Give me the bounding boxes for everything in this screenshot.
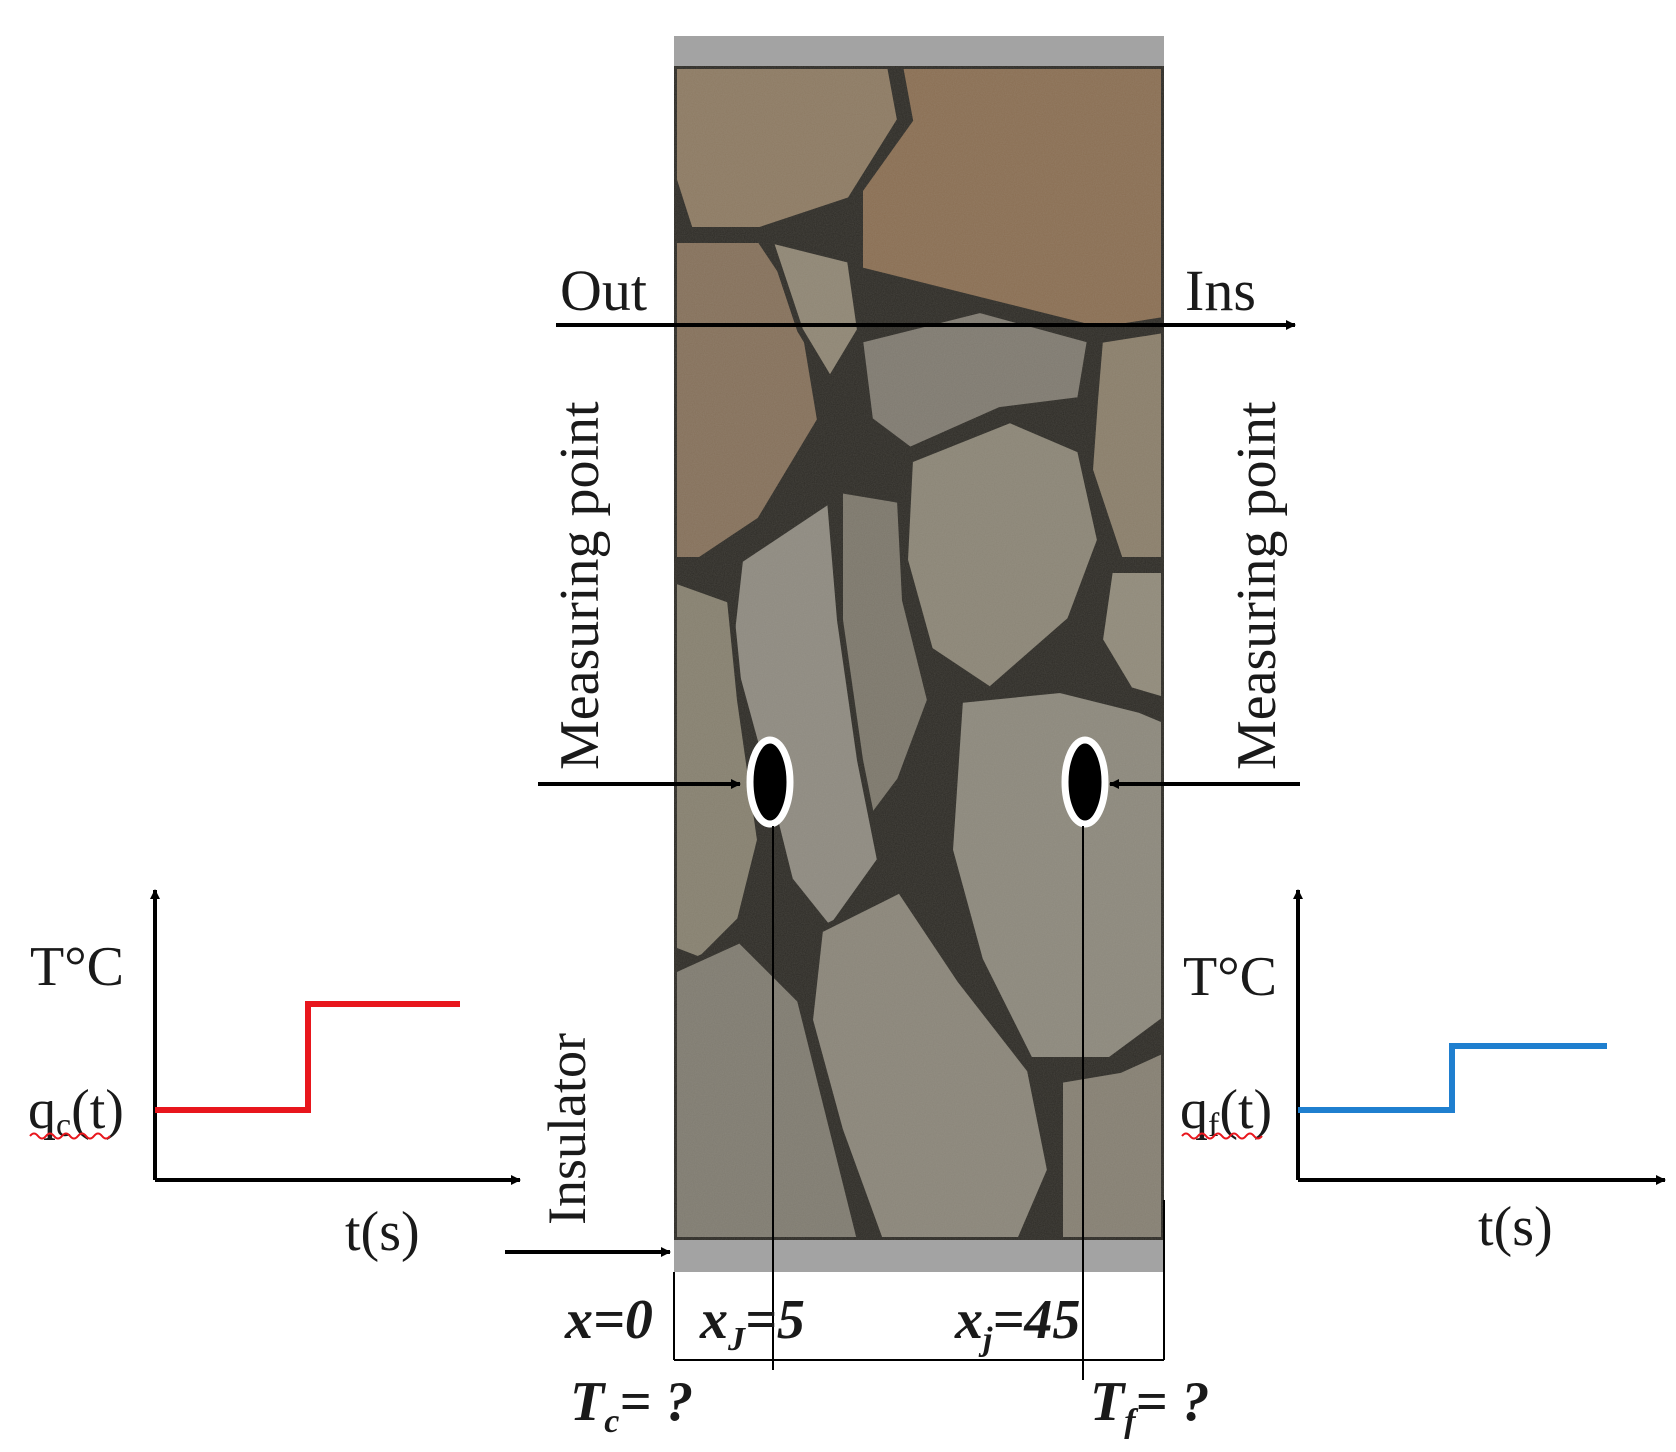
right-plot-signal-label: qf(t) xyxy=(1180,1079,1272,1144)
insulator-label: Insulator xyxy=(537,1033,597,1225)
right-temperature-plot: T°C t(s) qf(t) xyxy=(1180,889,1666,1258)
sensor-left xyxy=(746,736,794,828)
sensor-right xyxy=(1061,736,1109,828)
out-label: Out xyxy=(560,258,647,323)
xj-left-label: xJ=5 xyxy=(699,1289,805,1358)
insulator-bottom xyxy=(674,1240,1164,1272)
xj-right-label: xj=45 xyxy=(954,1289,1080,1358)
spellcheck-underline-left xyxy=(29,1132,111,1140)
tf-unknown-label: Tf= ? xyxy=(1090,1371,1209,1440)
left-plot-y-label: T°C xyxy=(30,936,124,998)
ins-label: Ins xyxy=(1185,258,1256,323)
left-plot-step-line xyxy=(155,1001,460,1113)
stone-wall xyxy=(674,66,1164,1240)
right-plot-x-label: t(s) xyxy=(1478,1196,1553,1258)
left-plot-x-label: t(s) xyxy=(345,1201,420,1263)
left-temperature-plot: T°C t(s) qc(t) xyxy=(28,889,521,1263)
spellcheck-underline-right xyxy=(1181,1132,1263,1140)
stone-texture-overlay xyxy=(674,66,1164,1240)
measuring-point-label-left: Measuring point xyxy=(549,401,611,770)
right-plot-y-label: T°C xyxy=(1183,946,1277,1008)
insulator-top xyxy=(674,36,1164,66)
right-plot-step-line xyxy=(1298,1043,1607,1113)
tc-unknown-label: Tc= ? xyxy=(570,1371,693,1440)
left-plot-signal-label: qc(t) xyxy=(28,1079,124,1144)
x0-label: x=0 xyxy=(564,1289,653,1351)
measuring-point-label-right: Measuring point xyxy=(1226,401,1288,770)
